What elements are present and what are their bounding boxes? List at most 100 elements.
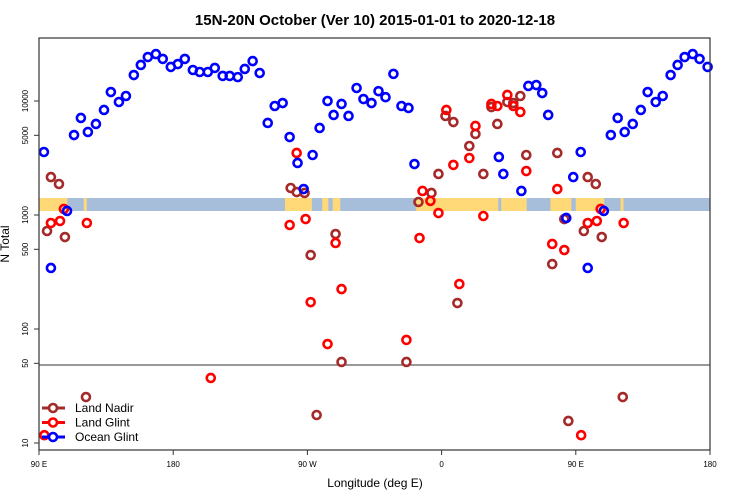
point-land-glint bbox=[205, 372, 217, 384]
point-land-glint bbox=[520, 165, 532, 177]
point-ocean-glint bbox=[298, 183, 309, 195]
point-ocean-glint bbox=[409, 158, 420, 170]
point-land-glint bbox=[414, 232, 425, 244]
point-land-glint bbox=[454, 278, 465, 290]
point-land-nadir bbox=[311, 409, 322, 421]
point-ocean-glint bbox=[358, 93, 369, 105]
point-ocean-glint bbox=[322, 95, 333, 107]
y-tick-label: 100 bbox=[21, 322, 30, 336]
point-land-glint bbox=[470, 120, 481, 132]
point-ocean-glint bbox=[247, 55, 258, 67]
point-land-nadir bbox=[578, 225, 590, 237]
point-ocean-glint bbox=[650, 96, 662, 108]
point-ocean-glint bbox=[687, 48, 699, 60]
legend-marker bbox=[47, 431, 59, 443]
point-ocean-glint bbox=[498, 168, 509, 180]
point-ocean-glint bbox=[493, 151, 505, 163]
x-axis-label: Longitude (deg E) bbox=[327, 476, 422, 490]
point-ocean-glint bbox=[403, 102, 414, 114]
point-ocean-glint bbox=[113, 96, 125, 108]
point-land-nadir bbox=[330, 228, 341, 240]
point-ocean-glint bbox=[45, 262, 57, 274]
point-land-glint bbox=[478, 210, 489, 222]
point-land-nadir bbox=[41, 225, 53, 237]
point-land-nadir bbox=[80, 391, 92, 403]
point-ocean-glint bbox=[105, 86, 117, 98]
point-land-nadir bbox=[520, 149, 532, 161]
plot-frame bbox=[38, 37, 711, 451]
point-ocean-glint bbox=[328, 109, 339, 121]
point-ocean-glint bbox=[284, 131, 295, 143]
point-land-nadir bbox=[59, 231, 71, 243]
point-ocean-glint bbox=[61, 205, 73, 217]
y-tick-label: 500 bbox=[21, 242, 30, 256]
point-ocean-glint bbox=[90, 118, 102, 130]
point-land-nadir bbox=[336, 356, 347, 368]
point-land-glint bbox=[433, 207, 444, 219]
point-land-glint bbox=[305, 296, 316, 308]
y-tick-label: 5000 bbox=[21, 126, 30, 144]
point-ocean-glint bbox=[157, 53, 169, 65]
point-land-glint bbox=[425, 195, 436, 207]
ocean-band bbox=[39, 198, 710, 211]
point-ocean-glint bbox=[575, 146, 587, 158]
y-tick-label: 50 bbox=[21, 358, 30, 367]
x-tick-label: 90 W bbox=[298, 460, 317, 469]
point-ocean-glint bbox=[380, 91, 391, 103]
point-land-nadir bbox=[452, 297, 463, 309]
point-land-nadir bbox=[478, 168, 489, 180]
point-ocean-glint bbox=[254, 67, 265, 79]
point-ocean-glint bbox=[635, 104, 647, 116]
point-land-nadir bbox=[464, 140, 475, 152]
point-ocean-glint bbox=[150, 48, 162, 60]
point-ocean-glint bbox=[567, 171, 579, 183]
y-tick-label: 1000 bbox=[21, 206, 30, 224]
legend-marker bbox=[47, 402, 59, 414]
point-ocean-glint bbox=[179, 53, 191, 65]
x-tick-label: 90 E bbox=[568, 460, 584, 469]
point-land-glint bbox=[401, 334, 412, 346]
point-land-glint bbox=[330, 237, 341, 249]
point-land-nadir bbox=[596, 231, 608, 243]
point-land-nadir bbox=[492, 118, 503, 130]
point-ocean-glint bbox=[336, 98, 347, 110]
point-land-nadir bbox=[448, 116, 459, 128]
point-land-glint bbox=[492, 100, 503, 112]
land-segment bbox=[620, 198, 624, 211]
point-ocean-glint bbox=[642, 86, 653, 98]
point-land-nadir bbox=[433, 168, 444, 180]
point-land-glint bbox=[336, 283, 347, 295]
point-ocean-glint bbox=[536, 87, 548, 99]
point-ocean-glint bbox=[277, 97, 288, 109]
x-tick-label: 180 bbox=[167, 460, 181, 469]
point-land-nadir bbox=[440, 110, 451, 122]
point-ocean-glint bbox=[702, 61, 713, 73]
x-tick-label: 180 bbox=[703, 460, 717, 469]
point-ocean-glint bbox=[98, 104, 110, 116]
point-land-nadir bbox=[413, 196, 424, 208]
point-land-glint bbox=[300, 213, 311, 225]
point-land-glint bbox=[559, 244, 570, 256]
x-axis: 90 E 180 90 W 0 90 E 180 bbox=[31, 450, 717, 469]
point-ocean-glint bbox=[209, 62, 221, 74]
data-points bbox=[38, 48, 713, 441]
point-land-glint bbox=[582, 217, 594, 229]
point-ocean-glint bbox=[262, 117, 274, 129]
point-land-nadir bbox=[515, 90, 526, 102]
land-segment bbox=[416, 198, 499, 211]
point-ocean-glint bbox=[516, 185, 527, 197]
point-ocean-glint bbox=[120, 90, 132, 102]
land-segment bbox=[322, 198, 329, 211]
point-land-glint bbox=[417, 185, 428, 197]
point-land-nadir bbox=[401, 356, 412, 368]
y-axis: 10 50 100 500 1000 5000 10000 bbox=[21, 89, 39, 447]
point-ocean-glint bbox=[665, 69, 676, 81]
point-land-nadir bbox=[305, 249, 316, 261]
point-ocean-glint bbox=[560, 212, 572, 224]
y-tick-label: 10000 bbox=[21, 89, 30, 112]
point-land-nadir bbox=[552, 147, 563, 159]
point-ocean-glint bbox=[68, 129, 80, 141]
point-ocean-glint bbox=[694, 53, 705, 65]
